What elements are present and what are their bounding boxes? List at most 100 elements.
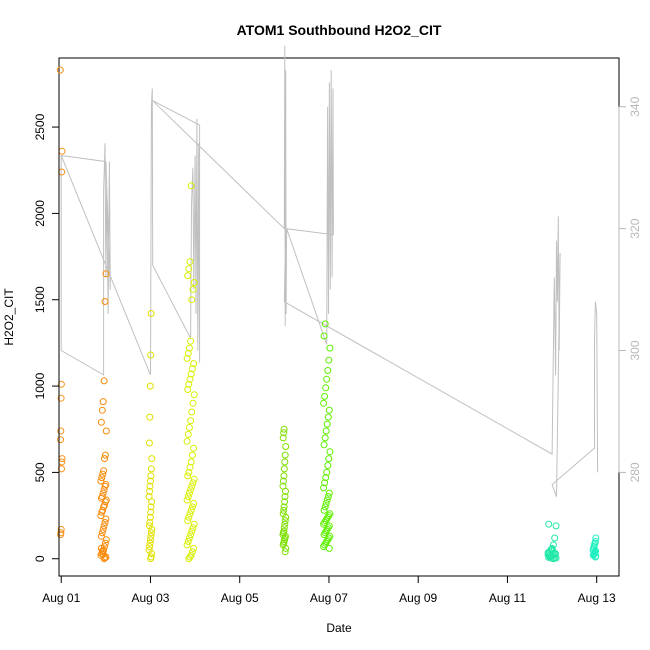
chart-title: ATOM1 Southbound H2O2_CIT	[237, 22, 442, 38]
data-point	[184, 517, 192, 525]
y-tick-label: 1000	[33, 372, 47, 399]
data-point	[324, 367, 332, 374]
data-point	[320, 332, 328, 340]
data-point	[184, 386, 192, 393]
data-point	[147, 529, 155, 537]
data-point	[187, 337, 195, 345]
data-point	[190, 279, 198, 286]
data-point	[186, 375, 194, 383]
data-point	[323, 525, 331, 533]
data-point	[324, 524, 332, 532]
data-point	[57, 427, 65, 435]
x-tick-label: Aug 13	[578, 591, 616, 605]
data-point	[188, 296, 196, 304]
data-point	[188, 408, 196, 416]
data-point	[147, 508, 155, 516]
data-point	[147, 351, 155, 359]
data-point	[322, 500, 330, 507]
data-point	[146, 413, 154, 421]
data-point	[147, 477, 154, 485]
data-point	[146, 543, 154, 551]
data-point	[188, 482, 196, 490]
data-point	[279, 434, 287, 442]
data-point	[322, 527, 330, 535]
data-point	[184, 349, 192, 357]
data-point	[326, 344, 334, 352]
x-tick-label: Aug 09	[399, 591, 437, 605]
secondary-line-layer	[60, 45, 599, 497]
data-point	[184, 272, 192, 280]
data-point	[99, 398, 107, 406]
data-point	[100, 555, 108, 563]
data-point	[99, 525, 107, 533]
data-point	[184, 538, 192, 545]
data-point	[280, 425, 288, 433]
y-axis: 0 500 1000 1500 2000 2500	[33, 113, 60, 562]
data-point	[321, 541, 329, 549]
data-point	[147, 503, 155, 511]
data-point	[183, 541, 191, 549]
y-tick-label: 0	[33, 555, 47, 562]
data-point	[322, 539, 330, 547]
data-point	[324, 513, 332, 521]
data-point	[183, 437, 191, 445]
data-point	[147, 310, 155, 317]
data-point	[282, 513, 290, 521]
plot-frame	[58, 57, 620, 577]
data-point	[56, 66, 64, 74]
data-point	[282, 443, 290, 450]
data-point	[188, 365, 196, 373]
data-point	[324, 536, 332, 544]
data-point	[282, 487, 289, 495]
data-point	[281, 451, 289, 459]
data-point	[281, 493, 289, 501]
data-point	[323, 420, 331, 428]
data-point	[101, 482, 109, 490]
data-point	[190, 520, 198, 528]
data-point	[57, 531, 65, 539]
data-point	[102, 536, 110, 544]
data-point	[281, 458, 289, 466]
data-point	[57, 380, 65, 388]
data-point	[280, 472, 288, 480]
data-point	[147, 532, 155, 540]
data-point	[280, 429, 288, 437]
data-point	[280, 465, 288, 473]
data-point	[147, 465, 155, 473]
data-point	[185, 534, 193, 542]
data-point	[146, 519, 154, 526]
data-point	[190, 444, 198, 452]
data-point	[101, 539, 109, 547]
data-point	[190, 500, 198, 507]
data-point	[102, 270, 110, 278]
data-point	[98, 406, 106, 414]
data-point	[148, 550, 156, 558]
x-tick-label: Aug 03	[131, 591, 169, 605]
plot-box	[58, 57, 620, 577]
data-point	[321, 320, 329, 328]
data-point	[187, 417, 195, 425]
data-point	[99, 470, 107, 478]
data-point	[551, 534, 559, 542]
data-point	[97, 532, 105, 540]
data-point	[281, 548, 289, 556]
data-point	[102, 427, 110, 435]
y-axis-label: H2O2_CIT	[2, 288, 16, 346]
data-point	[146, 539, 154, 547]
data-point	[183, 354, 191, 362]
data-point	[184, 430, 192, 438]
data-point	[323, 515, 331, 523]
x-tick-label: Aug 01	[42, 591, 80, 605]
data-point	[323, 468, 331, 476]
data-point	[100, 377, 108, 385]
data-point	[186, 463, 194, 471]
data-point	[189, 285, 197, 293]
data-point	[280, 506, 288, 514]
data-point	[320, 506, 328, 514]
data-point	[279, 477, 287, 485]
data-point	[325, 512, 333, 520]
data-point	[321, 434, 329, 442]
data-point	[183, 496, 191, 504]
data-point	[326, 448, 334, 456]
data-point	[185, 555, 193, 563]
